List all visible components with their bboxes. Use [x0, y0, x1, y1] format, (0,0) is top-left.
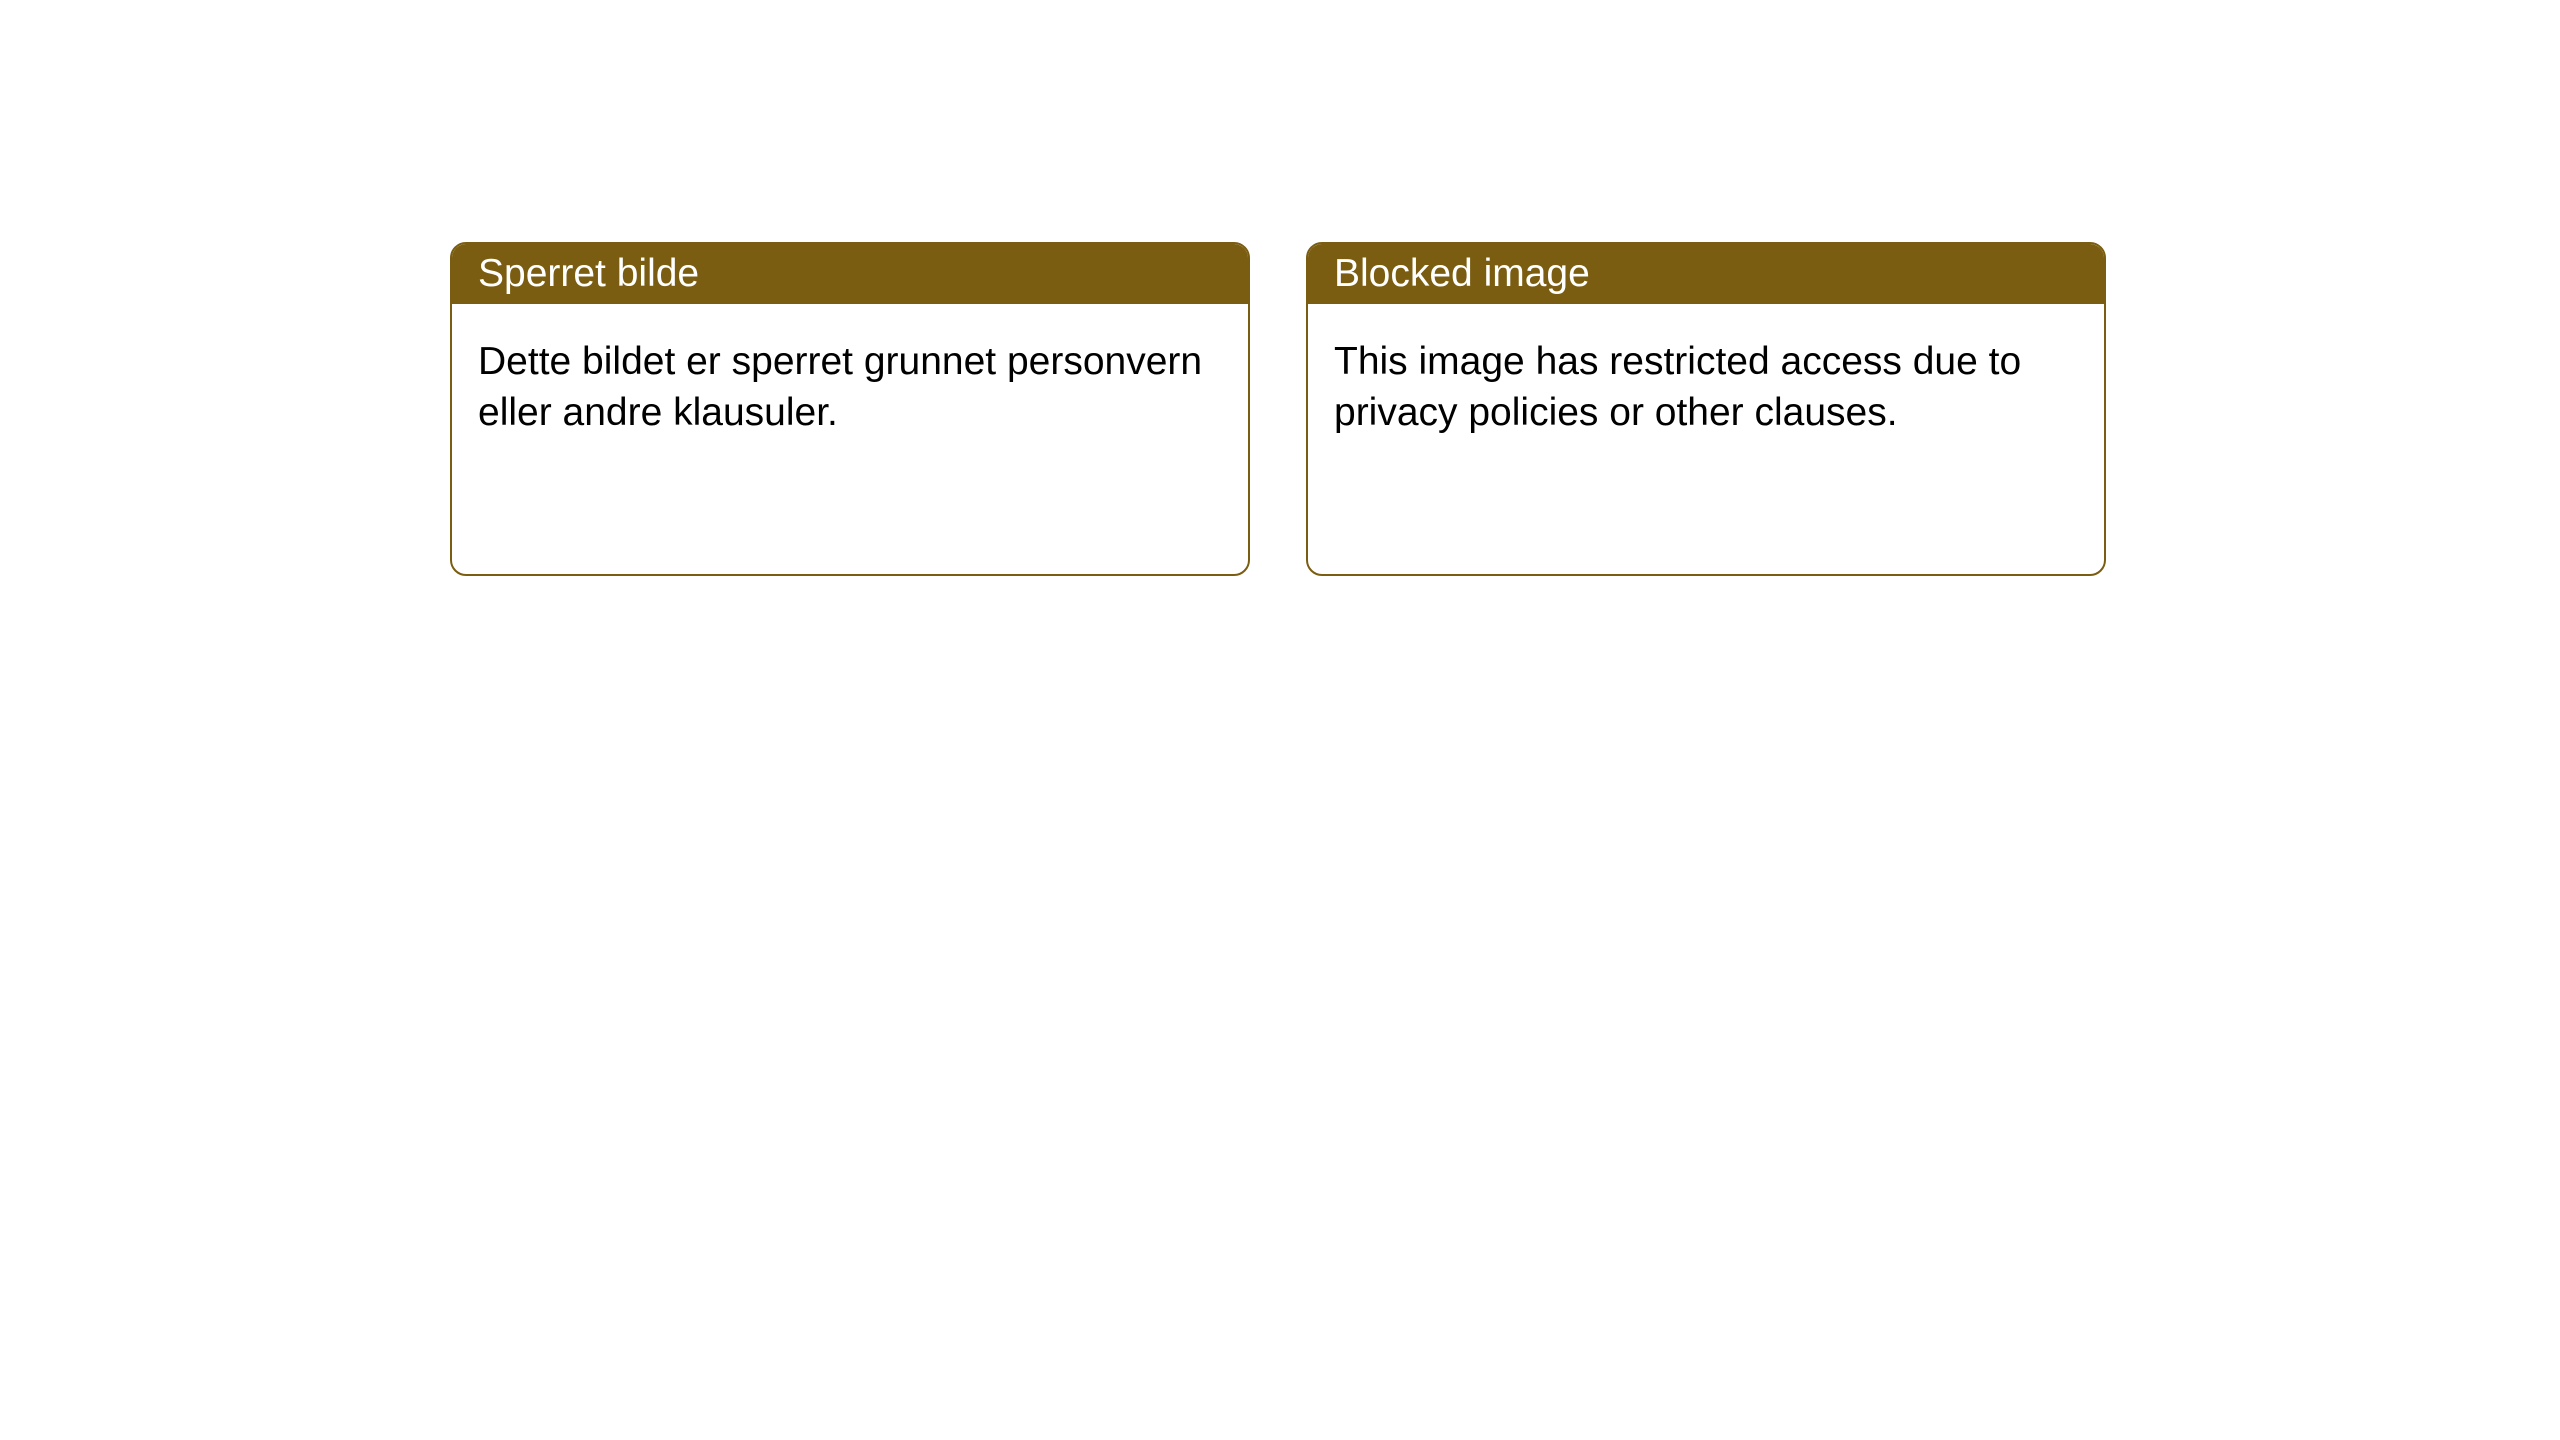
notice-box-norwegian: Sperret bilde Dette bildet er sperret gr…	[450, 242, 1250, 576]
notice-header-english: Blocked image	[1308, 244, 2104, 304]
notice-text-english: This image has restricted access due to …	[1334, 340, 2021, 434]
notice-box-english: Blocked image This image has restricted …	[1306, 242, 2106, 576]
notice-header-norwegian: Sperret bilde	[452, 244, 1248, 304]
notice-container: Sperret bilde Dette bildet er sperret gr…	[0, 0, 2560, 576]
notice-body-norwegian: Dette bildet er sperret grunnet personve…	[452, 304, 1248, 471]
notice-title-english: Blocked image	[1334, 252, 1590, 296]
notice-title-norwegian: Sperret bilde	[478, 252, 699, 296]
notice-text-norwegian: Dette bildet er sperret grunnet personve…	[478, 340, 1202, 434]
notice-body-english: This image has restricted access due to …	[1308, 304, 2104, 471]
